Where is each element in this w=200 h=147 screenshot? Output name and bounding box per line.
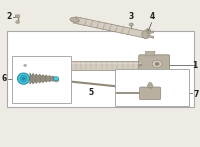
Circle shape: [147, 30, 149, 31]
Circle shape: [24, 64, 27, 66]
FancyBboxPatch shape: [140, 87, 161, 100]
Text: 7: 7: [193, 90, 198, 99]
Circle shape: [54, 78, 59, 82]
Polygon shape: [30, 73, 54, 84]
Ellipse shape: [18, 73, 30, 84]
FancyBboxPatch shape: [139, 55, 169, 76]
Circle shape: [152, 60, 162, 68]
Circle shape: [118, 85, 123, 88]
Polygon shape: [145, 51, 155, 56]
Polygon shape: [148, 35, 154, 38]
Polygon shape: [148, 31, 154, 34]
Text: 2: 2: [6, 12, 12, 21]
FancyBboxPatch shape: [147, 85, 153, 87]
FancyBboxPatch shape: [7, 31, 194, 107]
Text: 5: 5: [89, 88, 94, 97]
Circle shape: [146, 29, 151, 32]
Ellipse shape: [20, 75, 27, 82]
Polygon shape: [27, 61, 140, 70]
Circle shape: [129, 23, 133, 26]
FancyBboxPatch shape: [115, 69, 189, 106]
FancyBboxPatch shape: [21, 59, 29, 72]
FancyBboxPatch shape: [15, 15, 20, 17]
Circle shape: [155, 62, 159, 65]
Text: 4: 4: [150, 12, 155, 21]
FancyBboxPatch shape: [12, 56, 71, 103]
Text: 8: 8: [127, 99, 132, 108]
Circle shape: [22, 63, 29, 68]
Circle shape: [53, 77, 59, 81]
Polygon shape: [73, 17, 145, 38]
Circle shape: [16, 21, 19, 23]
Ellipse shape: [142, 31, 150, 39]
Ellipse shape: [70, 17, 79, 22]
Text: 1: 1: [192, 61, 197, 70]
Text: 6: 6: [1, 74, 7, 83]
Text: 3: 3: [129, 12, 134, 21]
Circle shape: [148, 82, 152, 85]
Ellipse shape: [22, 77, 25, 80]
